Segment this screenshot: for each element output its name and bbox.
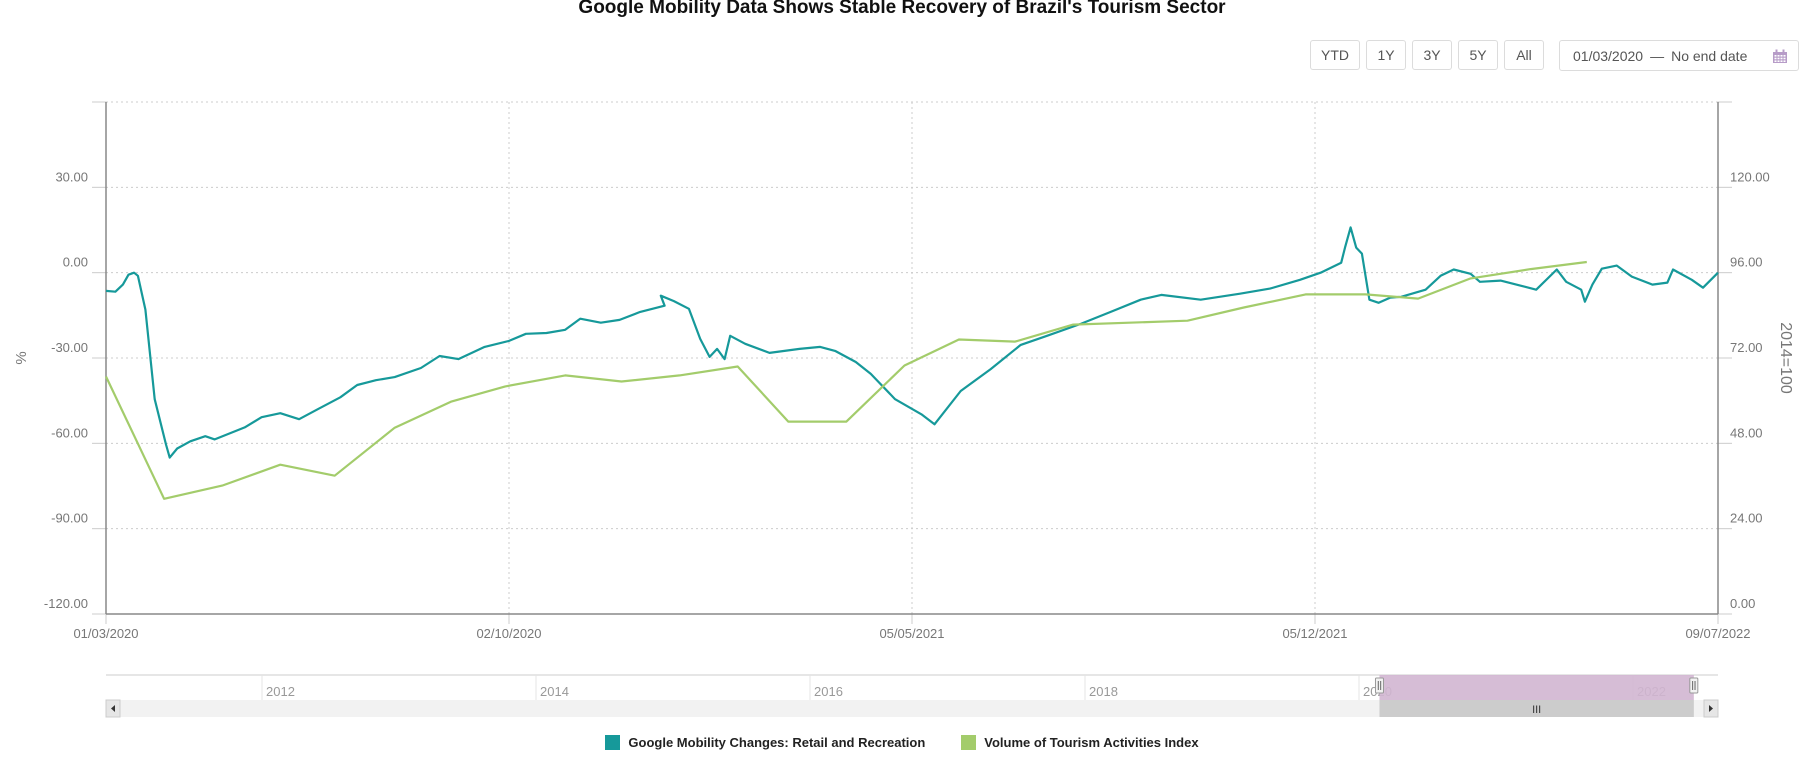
navigator-handle-left[interactable] — [1374, 677, 1384, 694]
calendar-icon[interactable] — [1772, 49, 1788, 64]
navigator-selection — [1379, 675, 1694, 700]
range-button-1y[interactable]: 1Y — [1366, 40, 1406, 70]
y-right-tick-label: 120.00 — [1730, 169, 1770, 184]
y-left-tick-label: 0.00 — [63, 255, 88, 270]
legend-swatch-tourism — [961, 735, 977, 750]
y-left-tick-label: -90.00 — [51, 511, 88, 526]
date-separator: — — [1650, 47, 1665, 64]
legend-label-mobility: Google Mobility Changes: Retail and Recr… — [628, 735, 926, 750]
end-date[interactable]: No end date — [1671, 47, 1748, 64]
scrollbar-thumb[interactable] — [1379, 700, 1694, 717]
date-range-picker[interactable]: 01/03/2020 — No end date — [1559, 40, 1799, 71]
navigator-handle-right[interactable] — [1689, 677, 1699, 694]
x-tick-label: 09/07/2022 — [1685, 626, 1750, 641]
legend-label-tourism: Volume of Tourism Activities Index — [984, 735, 1199, 750]
range-button-all[interactable]: All — [1504, 40, 1544, 70]
series-line-tourism — [105, 260, 1587, 500]
scrollbar-track — [106, 700, 1718, 717]
navigator-label: 2012 — [266, 684, 295, 699]
y-right-tick-label: 72.00 — [1730, 340, 1763, 355]
y-left-tick-label: 30.00 — [55, 169, 88, 184]
arrow-right-icon — [1709, 705, 1713, 712]
legend-item-mobility[interactable]: Google Mobility Changes: Retail and Recr… — [605, 735, 925, 750]
y-right-tick-label: 24.00 — [1730, 511, 1763, 526]
legend-swatch-mobility — [605, 735, 621, 750]
y-left-axis-title: % — [13, 351, 30, 364]
legend: Google Mobility Changes: Retail and Recr… — [0, 735, 1804, 750]
range-button-5y[interactable]: 5Y — [1458, 40, 1498, 70]
navigator-label: 2016 — [814, 684, 843, 699]
axes: 01/03/2020 02/10/2020 05/05/2021 05/12/2021… — [44, 102, 1770, 641]
scrollbar-grip: III — [1532, 704, 1541, 716]
y-right-tick-label: 96.00 — [1730, 255, 1763, 270]
x-tick-label: 05/12/2021 — [1282, 626, 1347, 641]
series-lines — [105, 226, 1719, 500]
x-tick-label: 02/10/2020 — [476, 626, 541, 641]
y-right-axis-title: 2014=100 — [1777, 322, 1794, 394]
y-left-tick-label: -120.00 — [44, 596, 88, 611]
gridlines — [92, 101, 1732, 624]
chart-canvas: 01/03/2020 02/10/2020 05/05/2021 05/12/2021… — [13, 101, 1794, 718]
x-tick-label: 01/03/2020 — [73, 626, 138, 641]
arrow-left-icon — [111, 705, 115, 712]
series-line-mobility — [105, 226, 1719, 459]
navigator-label: 2018 — [1089, 684, 1118, 699]
navigator: 201220142016201820202022III — [105, 674, 1719, 718]
chart-title: Google Mobility Data Shows Stable Recove… — [578, 0, 1226, 18]
y-left-tick-label: -60.00 — [51, 425, 88, 440]
y-left-tick-label: -30.00 — [51, 340, 88, 355]
range-button-3y[interactable]: 3Y — [1412, 40, 1452, 70]
y-right-tick-label: 48.00 — [1730, 425, 1763, 440]
y-right-tick-label: 0.00 — [1730, 596, 1755, 611]
x-tick-label: 05/05/2021 — [879, 626, 944, 641]
navigator-label: 2014 — [540, 684, 569, 699]
range-button-ytd[interactable]: YTD — [1310, 40, 1360, 70]
legend-item-tourism[interactable]: Volume of Tourism Activities Index — [961, 735, 1199, 750]
start-date[interactable]: 01/03/2020 — [1573, 47, 1644, 64]
